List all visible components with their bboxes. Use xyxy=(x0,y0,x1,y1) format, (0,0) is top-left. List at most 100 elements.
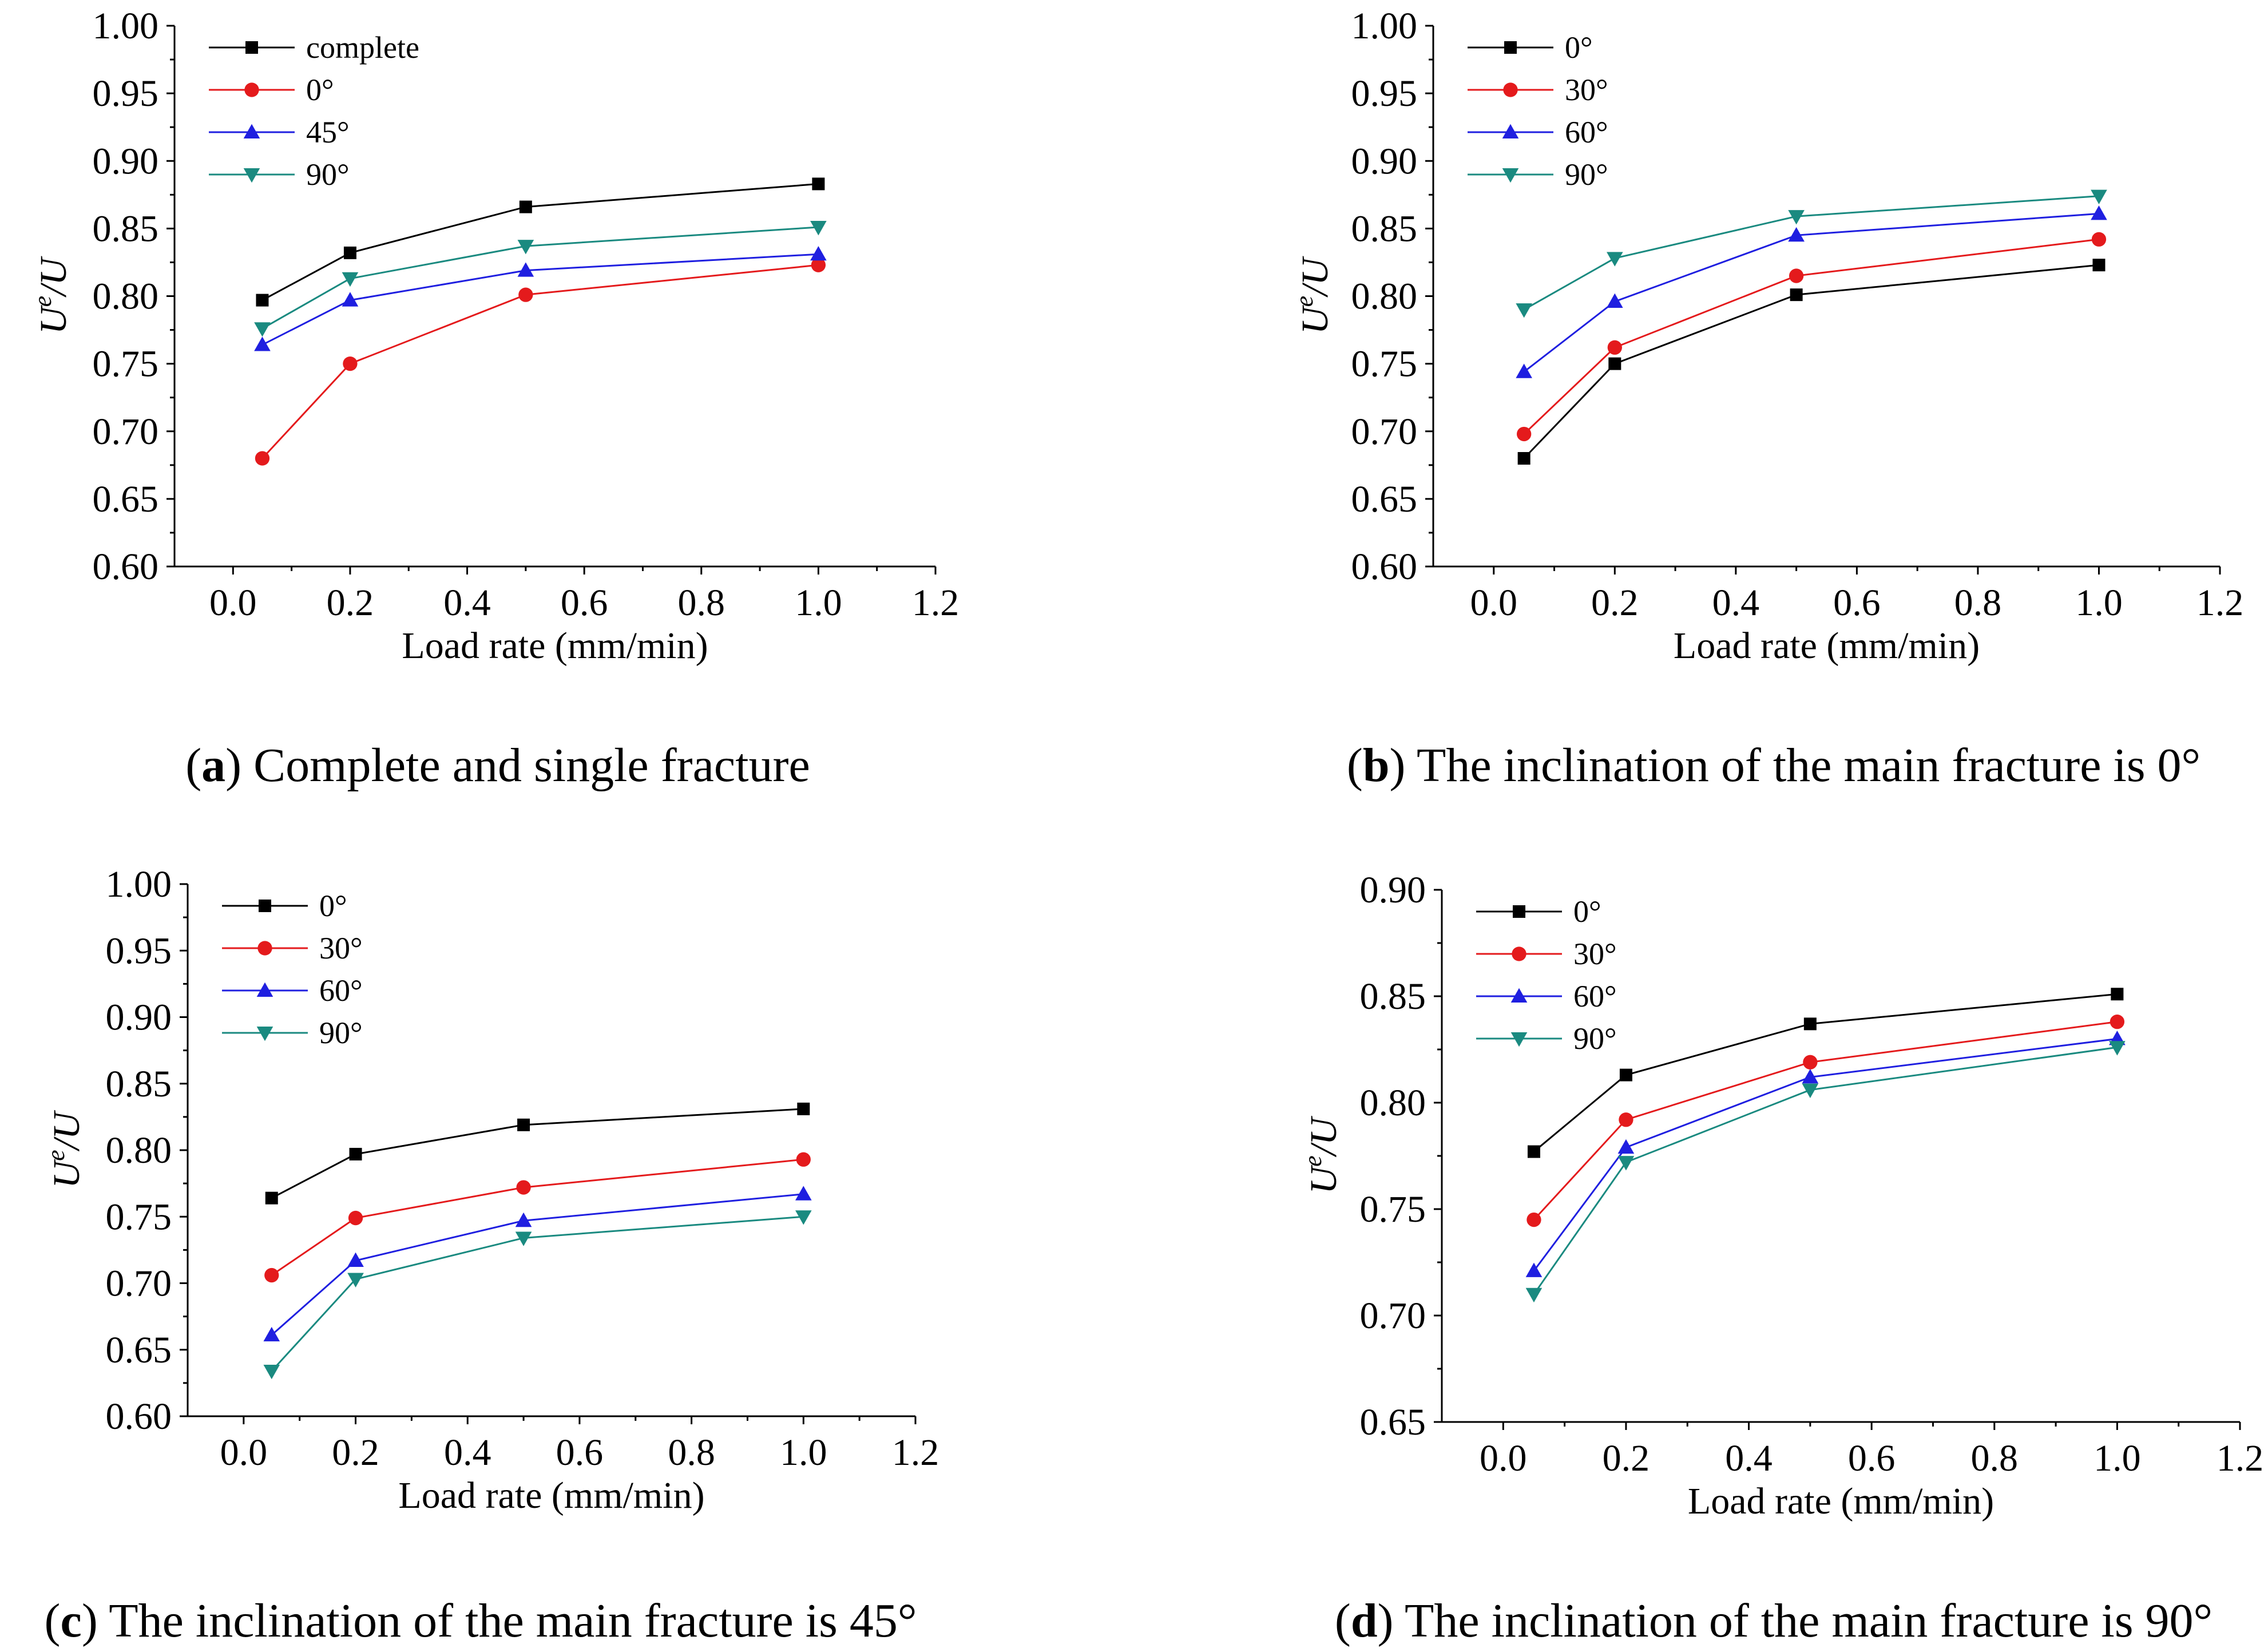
data-point xyxy=(1619,1068,1632,1081)
y-tick-label: 0.60 xyxy=(93,546,159,588)
y-tick-label: 1.00 xyxy=(106,863,172,905)
data-point xyxy=(811,257,826,272)
y-tick-label: 0.80 xyxy=(93,276,159,318)
y-tick-label: 0.70 xyxy=(1360,1295,1426,1337)
series-0 xyxy=(265,1102,810,1205)
x-tick-label: 0.4 xyxy=(1725,1437,1773,1479)
x-tick-label: 1.0 xyxy=(780,1432,827,1473)
series-line xyxy=(261,226,819,330)
caption-text: The inclination of the main fracture is … xyxy=(1405,1594,2213,1647)
y-tick-label: 0.85 xyxy=(1351,208,1418,249)
x-tick-label: 1.2 xyxy=(892,1432,939,1473)
data-point xyxy=(1525,1287,1543,1303)
x-tick-label: 1.0 xyxy=(2093,1437,2141,1479)
y-axis-title-main: U xyxy=(1303,1164,1345,1194)
data-point xyxy=(1788,227,1805,242)
legend-label: complete xyxy=(306,30,419,65)
x-tick-label: 0.0 xyxy=(220,1432,268,1473)
data-point xyxy=(1527,1145,1540,1158)
legend-marker xyxy=(1502,168,1519,183)
y-tick-label: 0.95 xyxy=(106,930,172,972)
data-point xyxy=(1516,363,1532,378)
series-line xyxy=(261,253,819,346)
data-point xyxy=(343,246,356,259)
y-tick-label: 0.80 xyxy=(1351,276,1418,318)
legend-label: 90° xyxy=(1565,157,1608,192)
series-line xyxy=(1533,1046,2118,1295)
legend-label: 60° xyxy=(1565,115,1608,149)
panel-caption: (c) The inclination of the main fracture… xyxy=(45,1594,917,1647)
y-axis-title-sup: e xyxy=(42,1150,70,1161)
legend-marker xyxy=(1504,41,1517,54)
caption-text: Complete and single fracture xyxy=(253,739,810,792)
legend-marker xyxy=(257,941,272,956)
data-point xyxy=(1803,1017,1817,1031)
caption-text: The inclination of the main fracture is … xyxy=(109,1594,917,1647)
data-point xyxy=(254,336,271,351)
caption-paren-open: ( xyxy=(45,1594,61,1647)
data-point xyxy=(810,221,827,236)
y-tick-label: 0.70 xyxy=(1351,411,1418,453)
series-line xyxy=(1523,212,2099,373)
data-point xyxy=(1525,1262,1543,1277)
y-tick-label: 0.70 xyxy=(106,1263,172,1305)
y-tick-label: 0.95 xyxy=(93,73,159,114)
caption-paren-open: ( xyxy=(185,739,201,792)
x-tick-label: 1.2 xyxy=(2196,582,2244,624)
caption-paren-close: ) xyxy=(225,739,253,792)
data-point xyxy=(342,272,359,287)
series-line xyxy=(1533,1037,2118,1271)
data-point xyxy=(810,245,827,261)
x-tick-label: 0.8 xyxy=(1954,582,2002,624)
y-axis-title-sup: e xyxy=(1290,296,1318,307)
legend-label: 0° xyxy=(319,889,347,923)
legend-label: 45° xyxy=(306,115,350,149)
data-point xyxy=(1608,357,1621,370)
panel-d: 0.65 0.70 0.75 0.80 0.85 0.90 0.0 0.2 0.4 0.6 0.8 1… xyxy=(1299,869,2263,1647)
data-point xyxy=(515,1231,532,1246)
series-0 xyxy=(1527,988,2124,1158)
y-tick-label: 0.85 xyxy=(1360,976,1426,1017)
caption-text: The inclination of the main fracture is … xyxy=(1417,739,2200,792)
legend-label: 60° xyxy=(319,973,363,1008)
data-point xyxy=(796,1152,811,1167)
caption-letter: b xyxy=(1363,739,1390,792)
series-3 xyxy=(1525,1041,2126,1303)
panel-c: 0.60 0.65 0.70 0.75 0.80 0.85 0.90 0.95 1.00 0.0 0… xyxy=(42,863,939,1647)
data-point xyxy=(2110,1014,2125,1029)
x-tick-label: 0.6 xyxy=(1833,582,1881,624)
legend-label: 0° xyxy=(306,73,334,107)
panel-a: 0.60 0.65 0.70 0.75 0.80 0.85 0.90 0.95 1.00 0.0 0… xyxy=(29,5,959,792)
data-point xyxy=(254,322,271,337)
legend-marker xyxy=(1503,82,1518,97)
series-1 xyxy=(255,257,826,466)
data-point xyxy=(516,1180,531,1195)
data-point xyxy=(263,1364,280,1380)
caption-letter: c xyxy=(61,1594,82,1647)
y-axis-title: Ue/U xyxy=(1290,256,1336,335)
series-line xyxy=(1523,238,2099,435)
data-point xyxy=(2092,259,2106,272)
legend-label: 30° xyxy=(1573,937,1617,971)
legend-marker xyxy=(245,41,258,54)
legend-marker xyxy=(1513,905,1525,918)
x-tick-label: 0.4 xyxy=(444,1432,491,1473)
x-tick-label: 0.8 xyxy=(678,582,725,624)
x-tick-label: 0.0 xyxy=(1480,1437,1527,1479)
data-point xyxy=(343,356,358,371)
x-tick-label: 0.4 xyxy=(443,582,491,624)
y-axis-title-tail: /U xyxy=(33,256,74,298)
caption-paren-open: ( xyxy=(1347,739,1363,792)
y-tick-label: 0.65 xyxy=(1360,1401,1426,1443)
data-point xyxy=(1516,303,1532,318)
y-tick-label: 0.60 xyxy=(1351,546,1418,588)
legend-marker xyxy=(259,900,271,912)
data-point xyxy=(1789,268,1804,283)
y-axis-title-tail: /U xyxy=(1303,1115,1345,1158)
data-point xyxy=(2091,205,2107,220)
data-point xyxy=(795,1186,812,1201)
data-point xyxy=(1526,1212,1541,1227)
legend-label: 30° xyxy=(319,931,363,965)
data-point xyxy=(1617,1139,1635,1154)
